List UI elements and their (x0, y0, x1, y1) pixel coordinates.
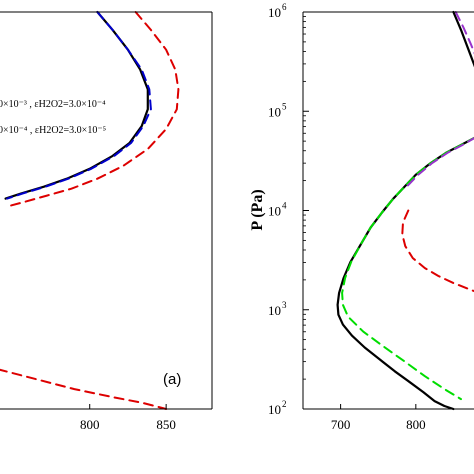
panel-a-series-line (6, 11, 152, 200)
y-tick-label-exponent: 3 (282, 300, 287, 310)
panel-b-series-line (454, 11, 474, 55)
panel-a-x-ticks: 800 850 (80, 404, 176, 432)
panel-b-y-axis-label: P (Pa) (249, 189, 266, 230)
panel-b-x-tick-label: 800 (406, 417, 426, 432)
panel-b-series-line (401, 209, 474, 293)
y-tick-label: 10 (268, 104, 281, 119)
panel-a-series (0, 10, 180, 410)
y-tick-label-exponent: 4 (282, 201, 287, 211)
y-tick-label-exponent: 5 (282, 101, 287, 111)
panel-a-series-line (0, 368, 168, 410)
panel-b-series (336, 10, 474, 411)
panel-a-x-tick-label: 850 (156, 417, 176, 432)
panel-a-label: (a) (163, 371, 181, 388)
y-tick-label-exponent: 6 (282, 2, 287, 12)
panel-a: 800 850 0×10⁻³ , εH2O2=3.0×10⁻⁴ 0×10⁻⁴ , … (0, 10, 213, 432)
panel-a-legend-entry-2: 0×10⁻⁴ , εH2O2=3.0×10⁻⁵ (0, 125, 106, 136)
panel-a-series-line (6, 11, 180, 208)
y-tick-label: 10 (268, 303, 281, 318)
panel-b-x-tick-label: 700 (331, 417, 351, 432)
y-tick-label-exponent: 2 (282, 399, 287, 409)
panel-b-x-ticks: 700 800 (331, 404, 426, 432)
panel-b-series-line (336, 136, 474, 411)
y-tick-label: 10 (268, 402, 281, 417)
panel-b-series-line (341, 137, 474, 401)
panel-b-series-line (452, 10, 474, 68)
y-tick-label: 10 (268, 204, 281, 219)
y-tick-label: 10 (268, 5, 281, 20)
panel-a-legend-entry-1: 0×10⁻³ , εH2O2=3.0×10⁻⁴ (0, 99, 106, 110)
panel-a-x-tick-label: 800 (80, 417, 100, 432)
